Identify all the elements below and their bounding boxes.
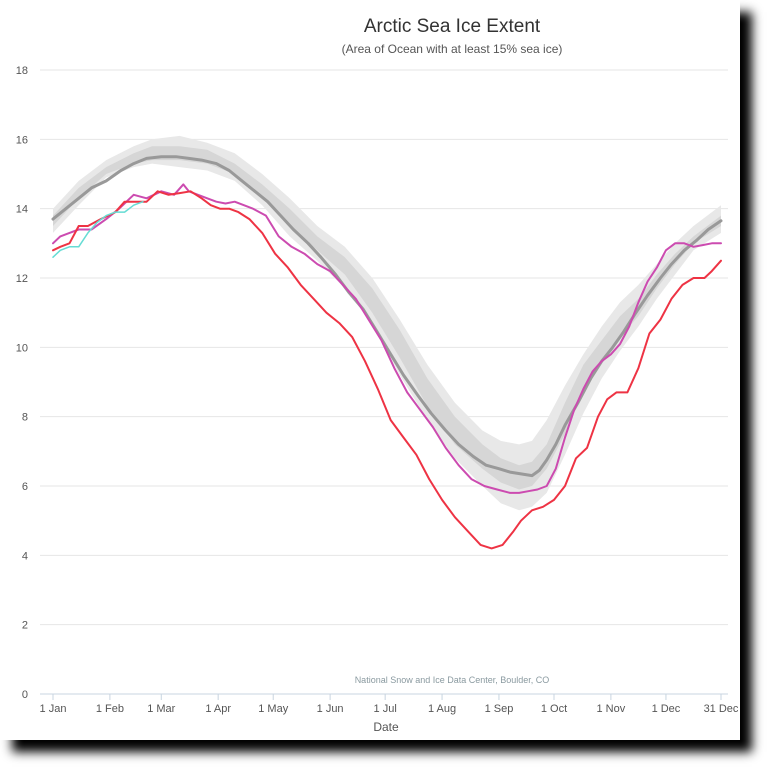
- y-tick-label: 16: [16, 134, 28, 146]
- y-axis-ticks: 0 2 4 6 8 10 12 14 16 18: [16, 65, 28, 701]
- y-tick-label: 8: [22, 412, 28, 424]
- inner-range-band: [53, 146, 721, 490]
- x-tick-label: 1 Sep: [485, 703, 514, 715]
- x-tick-label: 1 Apr: [205, 703, 231, 715]
- y-tick-label: 18: [16, 65, 28, 77]
- y-tick-label: 10: [16, 342, 28, 354]
- x-axis-ticks: 1 Jan 1 Feb 1 Mar 1 Apr 1 May 1 Jun 1 Jul 1 Aug…: [40, 694, 739, 715]
- chart-title: Arctic Sea Ice Extent: [364, 16, 541, 37]
- series-line-2: [52, 183, 722, 494]
- y-tick-label: 2: [22, 620, 28, 632]
- y-tick-label: 6: [22, 481, 28, 493]
- x-tick-label: 1 Jan: [40, 703, 67, 715]
- x-tick-label: 1 Mar: [147, 703, 175, 715]
- x-tick-label: 1 Nov: [597, 703, 626, 715]
- x-tick-label: 1 Jun: [317, 703, 344, 715]
- series-line-1: [51, 155, 723, 478]
- y-tick-label: 4: [22, 550, 28, 562]
- series-line-3: [52, 190, 722, 550]
- x-tick-label: 1 May: [258, 703, 288, 715]
- x-tick-label: 1 Feb: [96, 703, 124, 715]
- x-tick-label: 1 Dec: [652, 703, 681, 715]
- chart-subtitle: (Area of Ocean with at least 15% sea ice…: [342, 42, 563, 56]
- chart-credit: National Snow and Ice Data Center, Bould…: [355, 675, 550, 685]
- x-tick-label: 1 Aug: [428, 703, 456, 715]
- y-tick-label: 12: [16, 273, 28, 285]
- x-tick-label: 31 Dec: [704, 703, 739, 715]
- y-tick-label: 0: [22, 689, 28, 701]
- x-axis-title: Date: [373, 720, 399, 734]
- x-tick-label: 1 Jul: [374, 703, 397, 715]
- x-tick-label: 1 Oct: [541, 703, 567, 715]
- series-lines: [51, 155, 723, 550]
- range-bands: [53, 135, 721, 511]
- series-line-4: [52, 200, 144, 258]
- y-tick-label: 14: [16, 204, 28, 216]
